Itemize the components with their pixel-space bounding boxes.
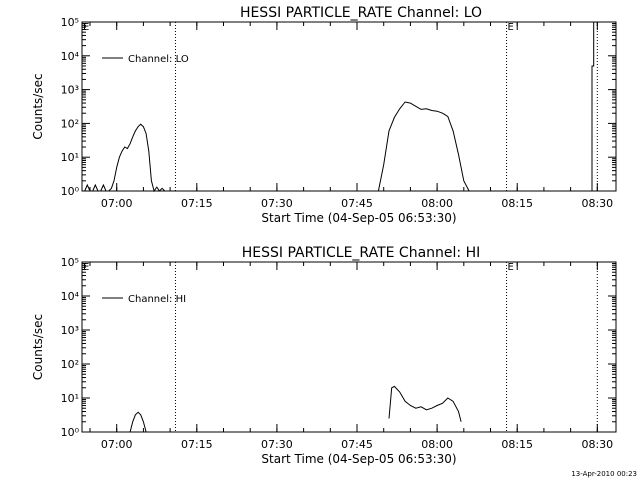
x-tick-label: 07:15: [181, 438, 213, 451]
y-tick-label: 10¹: [61, 392, 79, 405]
y-tick-label: 10²: [61, 358, 79, 371]
x-tick-label: 08:30: [581, 438, 613, 451]
plot-frame: [81, 261, 617, 433]
y-tick-label: 10³: [61, 324, 79, 337]
x-tick-label: 07:45: [341, 438, 373, 451]
y-tick-label: 10²: [61, 117, 79, 130]
x-tick-label: 07:30: [261, 438, 293, 451]
x-axis-label: Start Time (04-Sep-05 06:53:30): [261, 211, 456, 225]
event-marker: E: [83, 262, 89, 273]
x-tick-label: 07:15: [181, 197, 213, 210]
x-tick-label: 07:00: [101, 197, 133, 210]
x-tick-label: 08:30: [581, 197, 613, 210]
x-axis-label: Start Time (04-Sep-05 06:53:30): [261, 452, 456, 466]
y-axis-label: Counts/sec: [31, 73, 45, 139]
chart-title: HESSI PARTICLE_RATE Channel: HI: [242, 245, 480, 261]
chart-title: HESSI PARTICLE_RATE Channel: LO: [240, 5, 482, 21]
footer-timestamp: 13-Apr-2010 00:23: [571, 470, 637, 478]
event-marker: E: [508, 262, 514, 273]
x-tick-label: 08:00: [421, 197, 453, 210]
series-line: [591, 21, 596, 191]
x-tick-label: 08:00: [421, 438, 453, 451]
event-marker: E: [83, 22, 89, 33]
x-tick-label: 07:00: [101, 438, 133, 451]
event-marker: E: [508, 22, 514, 33]
plot-frame: [81, 21, 617, 192]
x-tick-label: 07:30: [261, 197, 293, 210]
y-tick-label: 10⁵: [61, 16, 79, 29]
y-tick-label: 10⁰: [61, 426, 80, 439]
y-tick-label: 10⁴: [61, 290, 80, 303]
hi-channel-panel: HESSI PARTICLE_RATE Channel: HI 10⁰ 10¹ 10²…: [31, 245, 617, 466]
y-axis-label: Counts/sec: [31, 314, 45, 380]
lo-channel-panel: HESSI PARTICLE_RATE Channel: LO 10⁰ 10¹ 10²…: [31, 5, 617, 225]
y-tick-label: 10¹: [61, 151, 79, 164]
series-line: [129, 411, 147, 433]
series-line: [388, 385, 462, 422]
x-tick-label: 08:15: [501, 197, 533, 210]
y-tick-label: 10⁵: [61, 256, 79, 269]
y-tick-label: 10⁰: [61, 185, 80, 198]
series-line: [84, 123, 166, 193]
x-tick-label: 07:45: [341, 197, 373, 210]
legend-label: Channel: LO: [128, 54, 189, 65]
legend-label: Channel: HI: [128, 294, 186, 305]
x-tick-label: 08:15: [501, 438, 533, 451]
series-line: [377, 101, 470, 192]
y-tick-label: 10⁴: [61, 50, 80, 63]
y-tick-label: 10³: [61, 84, 79, 97]
